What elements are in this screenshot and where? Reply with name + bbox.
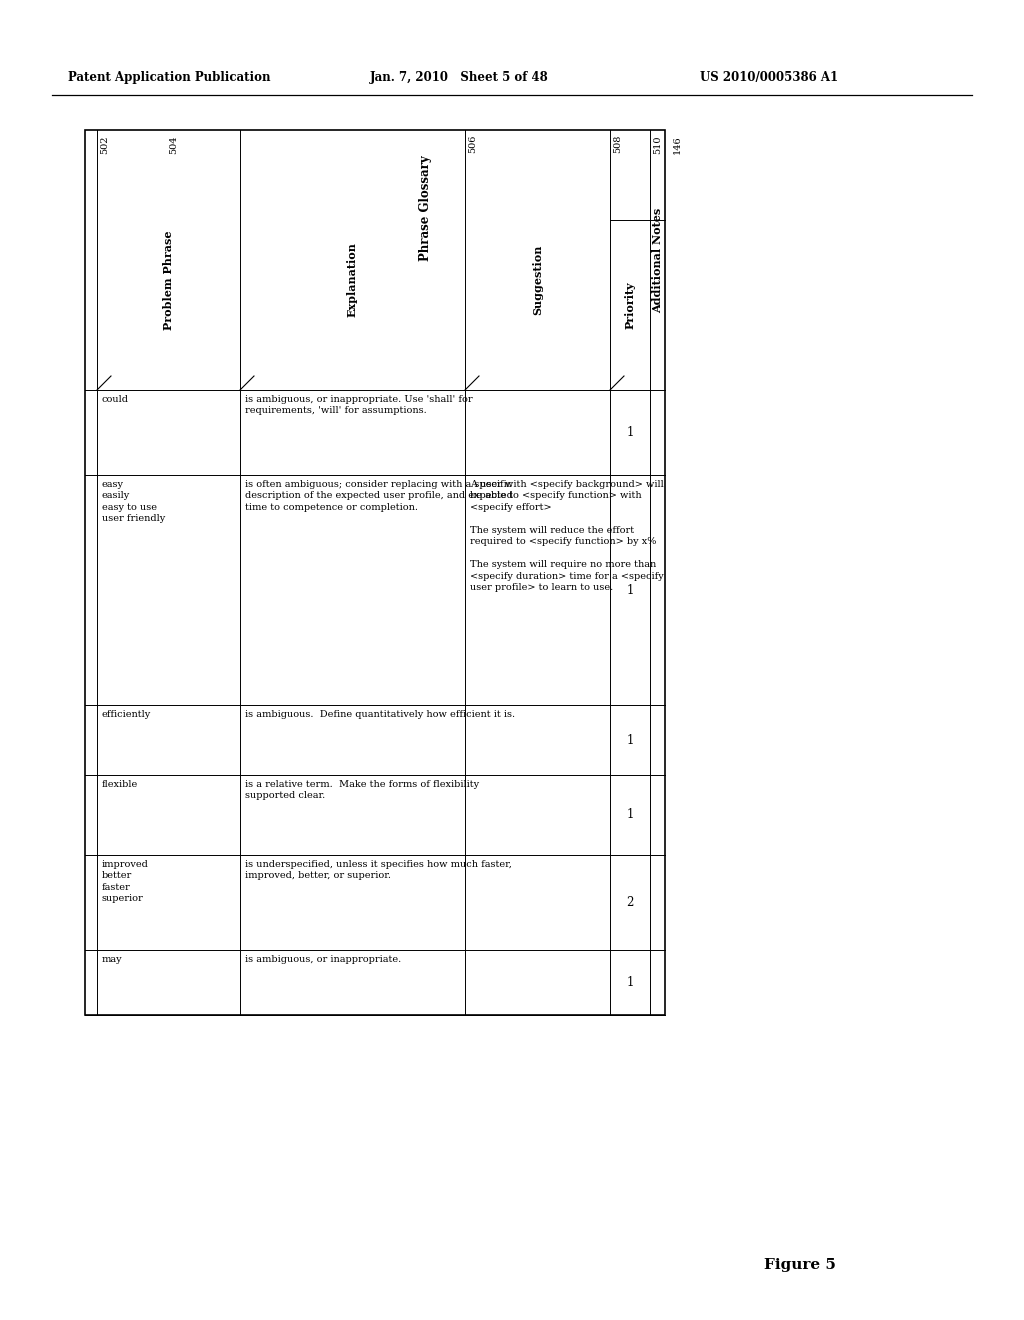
Text: 508: 508 xyxy=(613,135,622,153)
Text: is ambiguous, or inappropriate.: is ambiguous, or inappropriate. xyxy=(245,954,401,964)
Text: Figure 5: Figure 5 xyxy=(764,1258,836,1272)
Text: US 2010/0005386 A1: US 2010/0005386 A1 xyxy=(700,71,838,84)
Text: Explanation: Explanation xyxy=(347,243,358,317)
Text: Priority: Priority xyxy=(625,281,636,329)
Text: 502: 502 xyxy=(100,135,109,153)
Text: Phrase Glossary: Phrase Glossary xyxy=(419,154,431,261)
Text: is often ambiguous; consider replacing with a specific
description of the expect: is often ambiguous; consider replacing w… xyxy=(245,480,513,512)
Text: 1: 1 xyxy=(627,426,634,440)
Text: 506: 506 xyxy=(468,135,477,153)
Text: Additional Notes: Additional Notes xyxy=(652,207,663,313)
Text: 504: 504 xyxy=(169,135,178,153)
Text: Problem Phrase: Problem Phrase xyxy=(163,230,174,330)
Text: improved
better
faster
superior: improved better faster superior xyxy=(102,861,148,903)
Text: 1: 1 xyxy=(627,734,634,747)
Text: A user with <specify background> will
be able to <specify function> with
<specif: A user with <specify background> will be… xyxy=(470,480,664,593)
Text: 2: 2 xyxy=(627,896,634,909)
Text: efficiently: efficiently xyxy=(102,710,152,719)
Text: Suggestion: Suggestion xyxy=(532,244,543,315)
Text: is ambiguous.  Define quantitatively how efficient it is.: is ambiguous. Define quantitatively how … xyxy=(245,710,515,719)
Text: Jan. 7, 2010   Sheet 5 of 48: Jan. 7, 2010 Sheet 5 of 48 xyxy=(370,71,549,84)
Text: could: could xyxy=(102,395,129,404)
Text: is a relative term.  Make the forms of flexibility
supported clear.: is a relative term. Make the forms of fl… xyxy=(245,780,479,800)
Text: flexible: flexible xyxy=(102,780,138,789)
Text: is underspecified, unless it specifies how much faster,
improved, better, or sup: is underspecified, unless it specifies h… xyxy=(245,861,512,880)
Text: Patent Application Publication: Patent Application Publication xyxy=(68,71,270,84)
Text: may: may xyxy=(102,954,123,964)
Bar xyxy=(85,129,665,1015)
Text: is ambiguous, or inappropriate. Use 'shall' for
requirements, 'will' for assumpt: is ambiguous, or inappropriate. Use 'sha… xyxy=(245,395,473,416)
Text: 1: 1 xyxy=(627,583,634,597)
Text: easy
easily
easy to use
user friendly: easy easily easy to use user friendly xyxy=(102,480,165,523)
Text: 510: 510 xyxy=(653,135,662,153)
Text: 1: 1 xyxy=(627,975,634,989)
Text: 146: 146 xyxy=(673,135,682,153)
Text: 1: 1 xyxy=(627,808,634,821)
